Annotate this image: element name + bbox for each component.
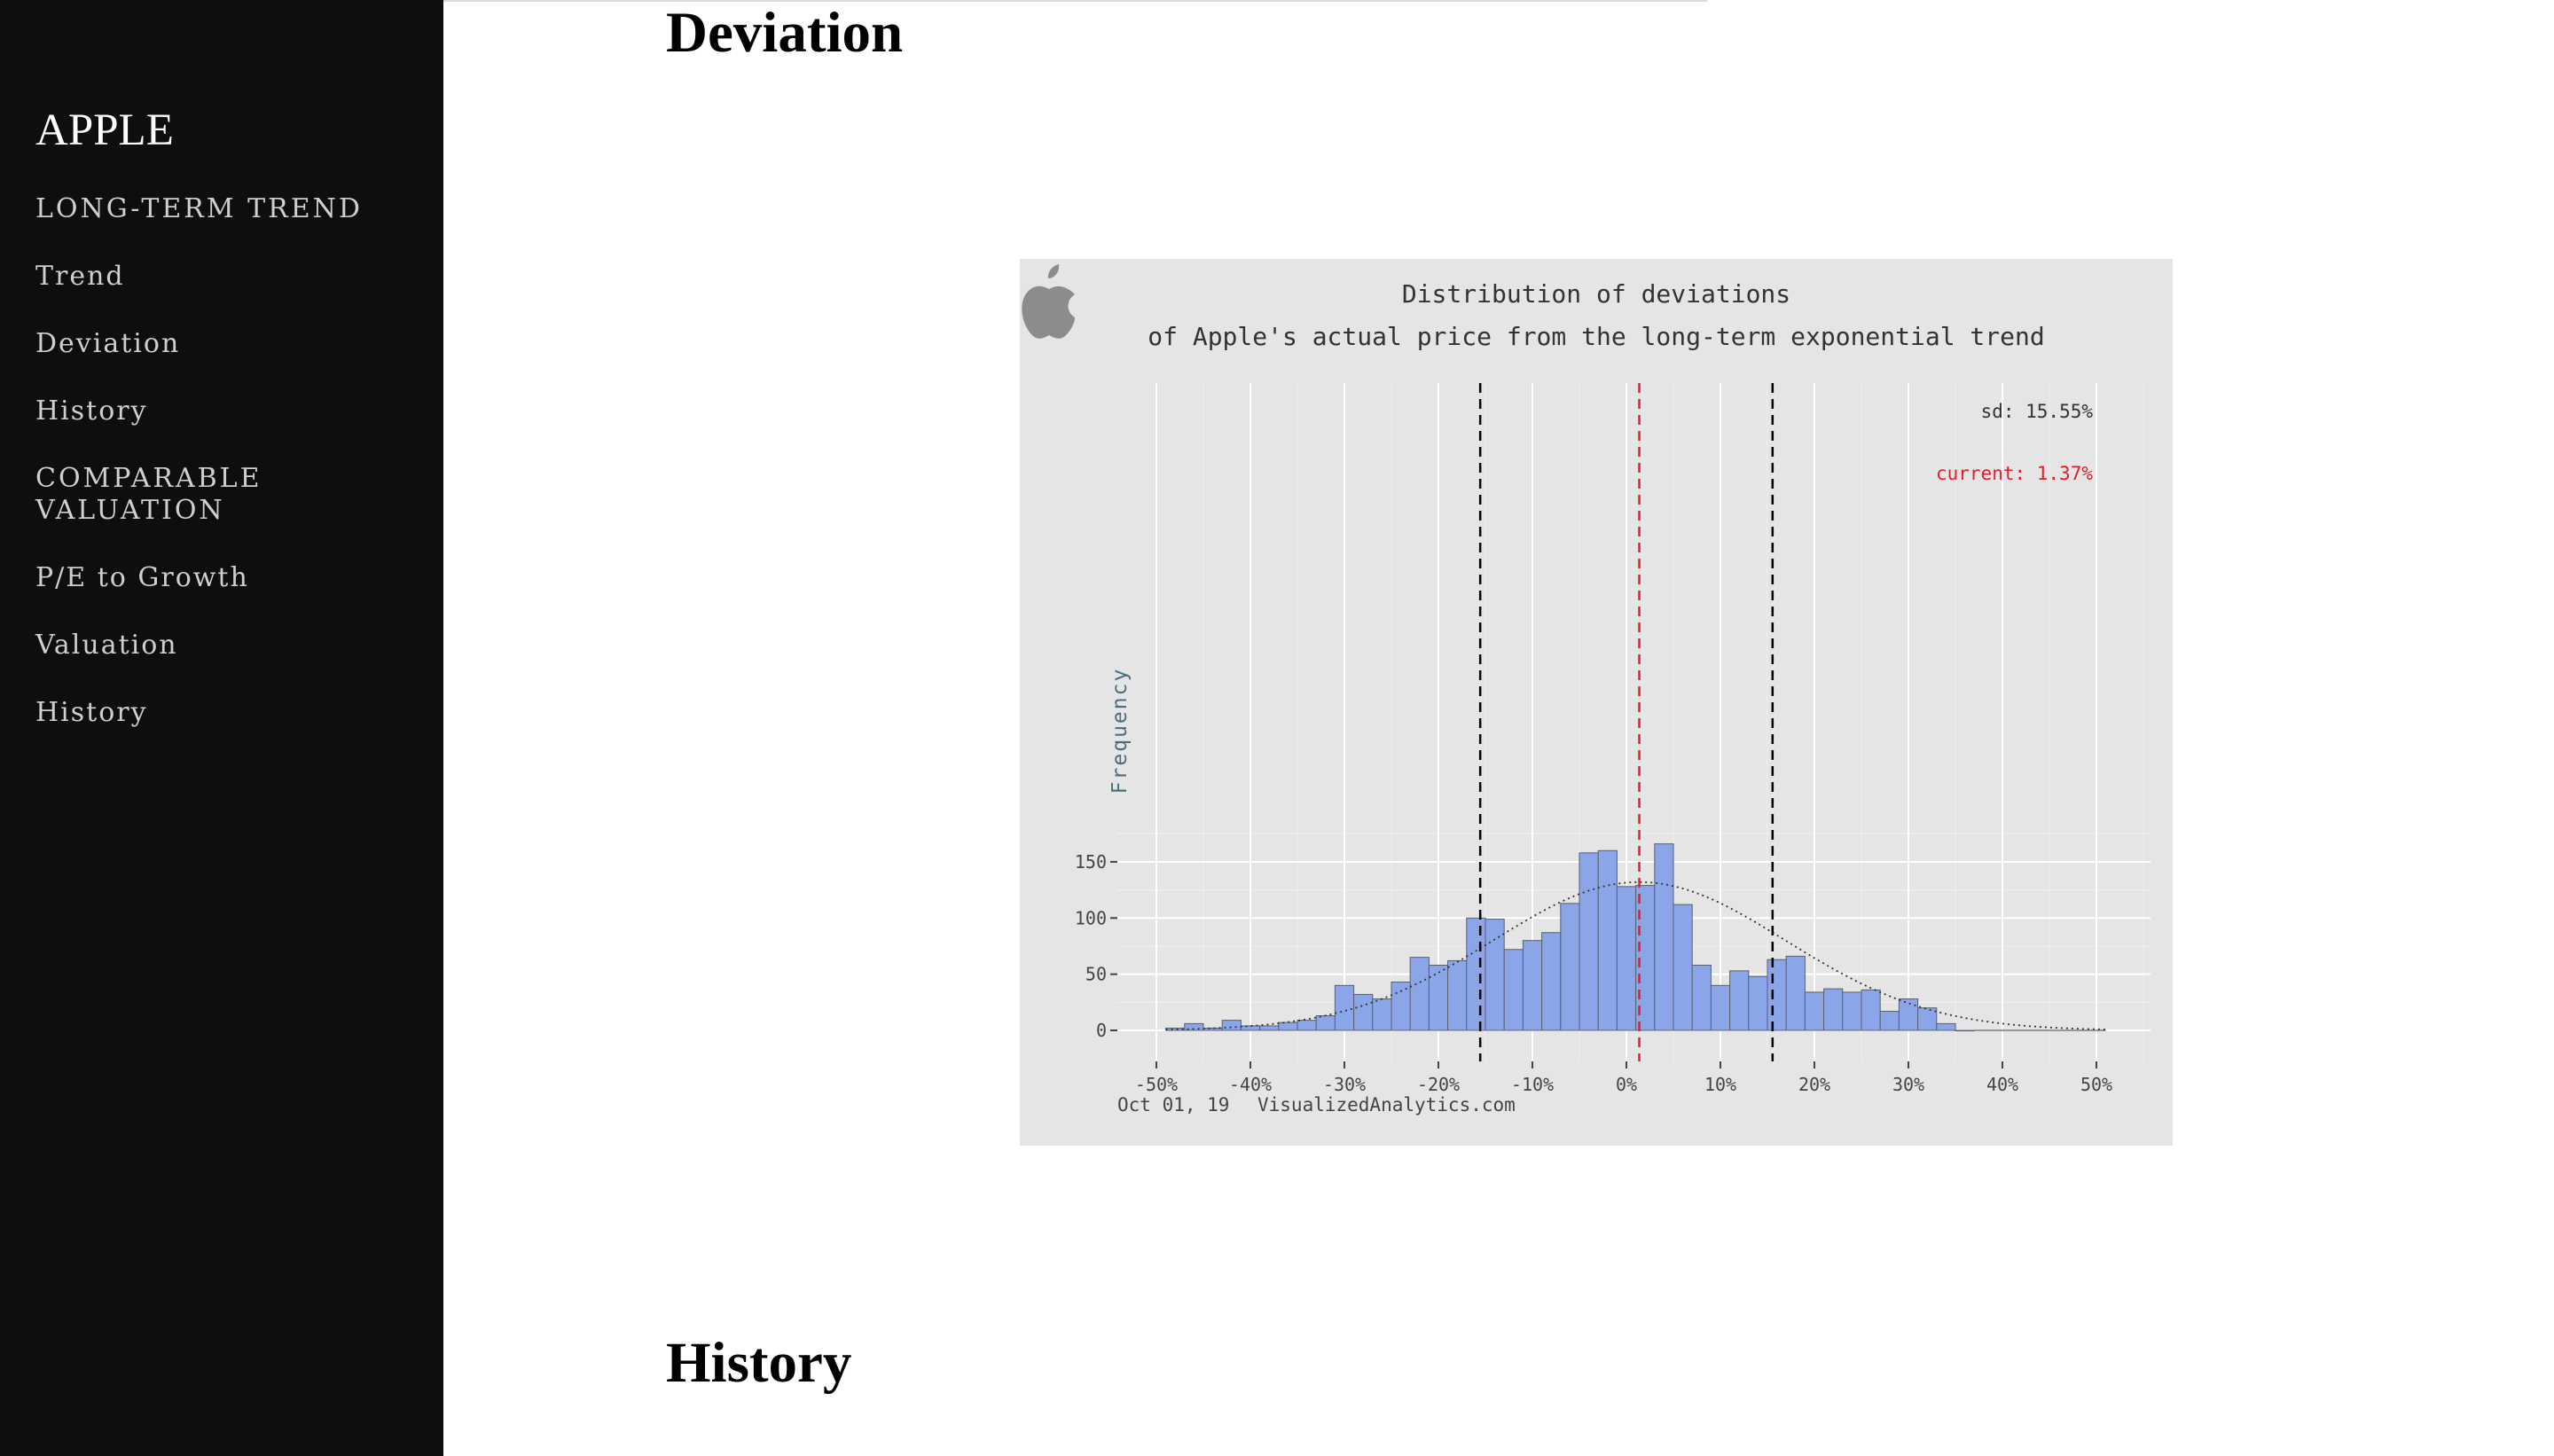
x-tick-label: -10% — [1511, 1074, 1554, 1095]
histogram-bar — [1917, 1007, 1938, 1031]
nav-section-long-term-trend[interactable]: LONG-TERM TREND — [35, 193, 363, 224]
histogram-bar — [1579, 852, 1599, 1031]
section-title-history: History — [666, 1331, 852, 1395]
histogram-bar — [1391, 982, 1411, 1031]
x-tick-label: -50% — [1135, 1074, 1178, 1095]
histogram-bar — [1654, 843, 1674, 1031]
histogram-bar — [1879, 1010, 1900, 1031]
x-tick-label: 50% — [2080, 1074, 2112, 1095]
histogram-bar — [1278, 1022, 1298, 1031]
histogram-bar — [1748, 975, 1768, 1031]
histogram-bar — [1767, 959, 1787, 1031]
sd-annotation: sd: 15.55% — [1980, 401, 2093, 422]
histogram-bar — [1597, 849, 1618, 1031]
x-tick-label: 20% — [1798, 1074, 1830, 1095]
nav-item-valuation-history[interactable]: History — [35, 697, 148, 728]
histogram-bar — [1297, 1020, 1317, 1031]
histogram-bar — [1409, 957, 1430, 1031]
chart-canvas: 0 50 100 150 -50% -40% -30% -20% -10% 0% 10% 20% 30%… — [1075, 383, 2151, 1095]
histogram-bar — [1936, 1022, 1956, 1031]
normal-curve-line — [1165, 881, 2106, 1030]
histogram-bar — [1729, 970, 1750, 1031]
y-tick-label: 0 — [1096, 1020, 1107, 1041]
x-tick-label: -40% — [1229, 1074, 1272, 1095]
axis-ticks: 0 50 100 150 -50% -40% -30% -20% -10% 0% 10% 20% 30%… — [1075, 851, 2112, 1095]
chart-title: Distribution of deviations — [1401, 279, 1791, 309]
current-annotation: current: 1.37% — [1935, 463, 2093, 484]
chart-subtitle: of Apple's actual price from the long-te… — [1148, 322, 2045, 351]
sidebar: APPLE LONG-TERM TREND Trend Deviation Hi… — [0, 0, 443, 1456]
histogram-bar — [1955, 1029, 1975, 1032]
histogram-bar — [1898, 998, 1919, 1031]
histogram-bar — [1485, 919, 1505, 1031]
top-divider — [443, 0, 1707, 2]
y-axis-label: Frequency — [1109, 667, 1132, 795]
x-tick-label: 10% — [1704, 1074, 1736, 1095]
histogram-bar — [1353, 993, 1374, 1031]
histogram-bar — [1616, 886, 1637, 1031]
chart-source: VisualizedAnalytics.com — [1257, 1094, 1516, 1115]
histogram-bar — [1240, 1025, 1261, 1031]
x-tick-label: 30% — [1892, 1074, 1924, 1095]
histogram-bar — [1823, 988, 1844, 1031]
normal-curve — [1165, 881, 2106, 1030]
nav-item-history[interactable]: History — [35, 395, 148, 427]
histogram-bar — [1861, 989, 1881, 1031]
histogram-bar — [1804, 991, 1825, 1031]
x-tick-label: -20% — [1417, 1074, 1460, 1095]
x-tick-label: -30% — [1323, 1074, 1366, 1095]
nav-item-valuation[interactable]: Valuation — [35, 630, 178, 661]
histogram-bar — [1334, 984, 1355, 1031]
section-title-deviation: Deviation — [666, 1, 904, 65]
histogram-bar — [1691, 965, 1712, 1031]
histogram-bar — [1184, 1022, 1204, 1031]
reference-lines — [1478, 383, 1774, 1061]
nav-item-pe-to-growth[interactable]: P/E to Growth — [35, 562, 249, 593]
histogram-bar — [1842, 991, 1862, 1031]
x-tick-label: 0% — [1616, 1074, 1637, 1095]
histogram-bar — [1541, 932, 1562, 1031]
histogram-bar — [1221, 1020, 1242, 1031]
brand-title[interactable]: APPLE — [35, 106, 174, 155]
nav-section-comparable-valuation[interactable]: COMPARABLE VALUATION — [35, 463, 262, 526]
histogram-bar — [1560, 903, 1580, 1031]
histogram-bar — [1372, 998, 1392, 1031]
y-tick-label: 50 — [1085, 964, 1107, 985]
histogram-bar — [1785, 955, 1806, 1031]
nav-item-deviation[interactable]: Deviation — [35, 328, 181, 359]
histogram-bar — [1447, 959, 1468, 1031]
histogram-bar — [1503, 949, 1524, 1031]
histogram-bar — [1522, 940, 1543, 1031]
apple-logo-icon — [1022, 264, 1075, 339]
x-tick-label: 40% — [1986, 1074, 2018, 1095]
histogram-bar — [1259, 1025, 1280, 1031]
histogram-bar — [1466, 917, 1486, 1031]
histogram-bar — [1673, 904, 1693, 1031]
histogram-bar — [1315, 1015, 1336, 1031]
chart-date: Oct 01, 19 — [1117, 1094, 1230, 1115]
deviation-histogram-chart: 0 50 100 150 -50% -40% -30% -20% -10% 0% 10% 20% 30%… — [1020, 259, 2173, 1146]
nav-item-trend[interactable]: Trend — [35, 261, 125, 292]
histogram-bar — [1710, 984, 1731, 1031]
y-tick-label: 150 — [1075, 851, 1107, 873]
histogram-bar — [1428, 965, 1449, 1031]
y-tick-label: 100 — [1075, 907, 1107, 928]
